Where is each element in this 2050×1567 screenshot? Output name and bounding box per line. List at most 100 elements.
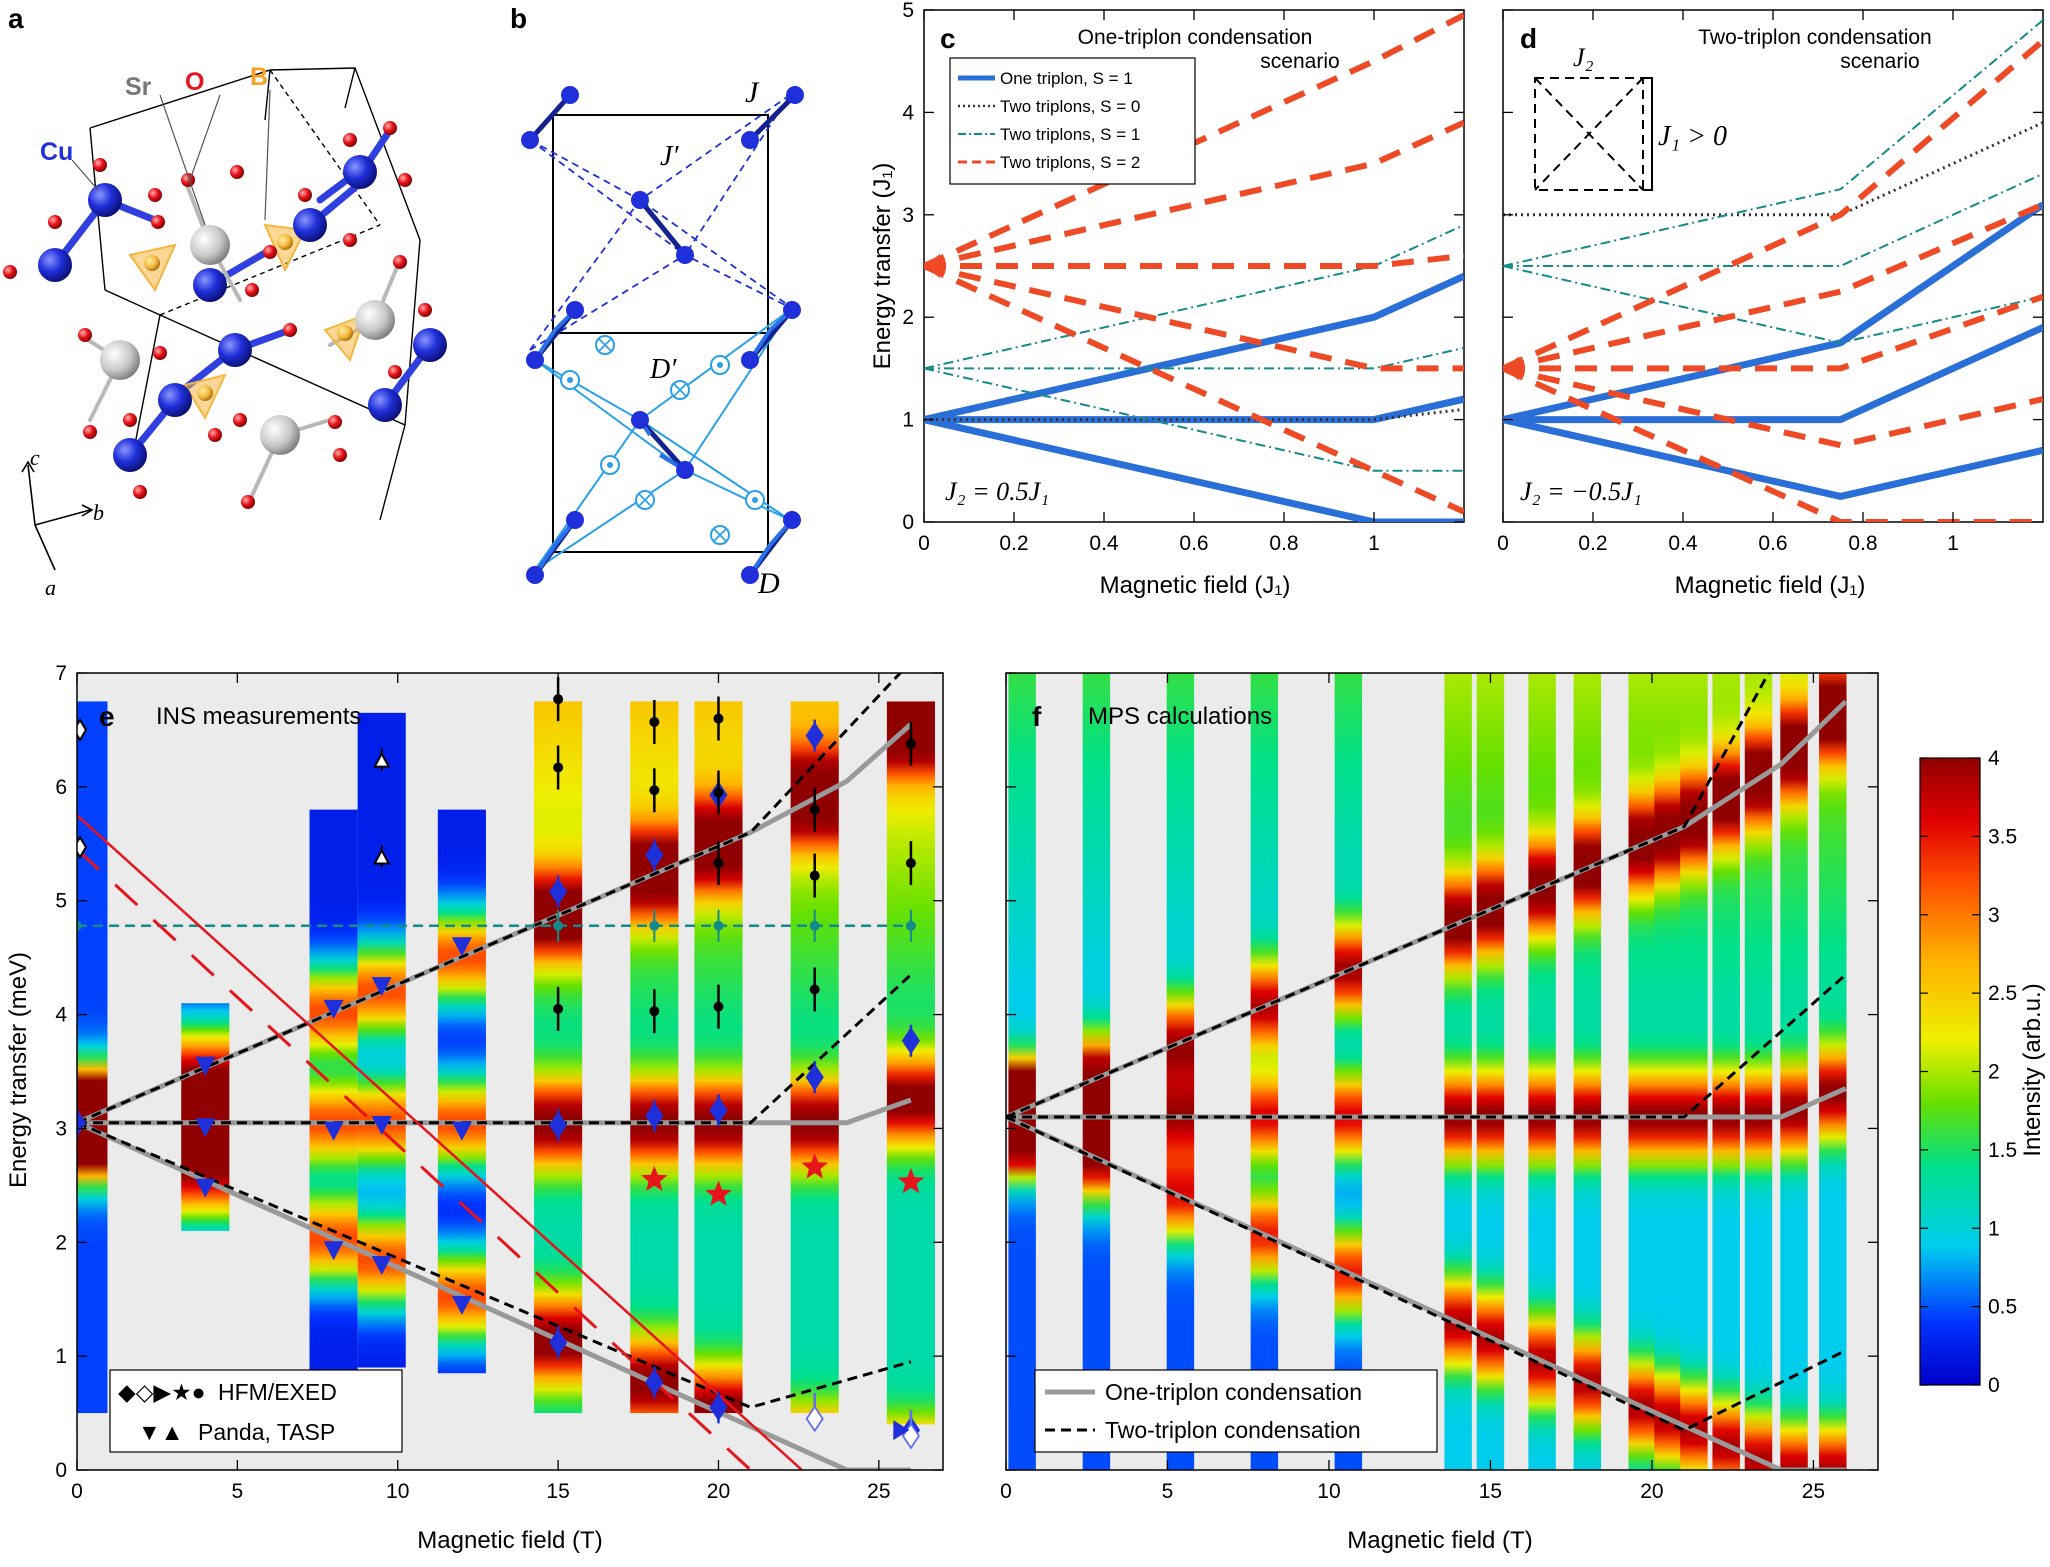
panel-d-series-5 <box>1503 172 2043 267</box>
e-red-star-1 <box>705 1180 732 1206</box>
atom-label-leaders <box>71 89 271 226</box>
e-blue-diamond-6 <box>645 1102 664 1130</box>
e-black-dashed-line-2 <box>77 1121 912 1409</box>
panel-d-title-1: Two-triplon condensation <box>1698 26 1931 49</box>
panel-f-title: MPS calculations <box>1088 703 1272 730</box>
e-teal-dot-2 <box>649 920 660 931</box>
panel-d-inset <box>1534 77 1653 191</box>
panel-c-series-5 <box>924 346 1464 370</box>
panel-d-xtick-label-4: 0.8 <box>1848 532 1877 555</box>
panel-c-series-2 <box>924 416 1464 522</box>
panel-c-ytick-label-1: 1 <box>902 409 914 432</box>
colorbar-tick-label-5: 2.5 <box>1988 982 2017 1005</box>
f-black-dashed-line-0 <box>1006 673 1771 1119</box>
e-ytick-label-4: 4 <box>55 1004 67 1027</box>
f-xtick-label-2: 10 <box>1317 1480 1340 1503</box>
colorbar-tick-label-4: 2 <box>1988 1061 2000 1084</box>
e-black-dot-11 <box>649 1006 660 1017</box>
f-intensity-column-10 <box>1654 673 1682 1470</box>
e-intensity-column-2 <box>309 809 358 1374</box>
e-right-triangle-0 <box>893 1420 910 1441</box>
panel-c-series-0 <box>924 273 1464 424</box>
e-teal-dot-1 <box>553 920 564 931</box>
panel-d-xtick-label-1: 0.2 <box>1578 532 1607 555</box>
panel-f-letter: f <box>1032 701 1042 732</box>
e-open-triangle-1 <box>373 848 391 865</box>
e-down-triangle-7 <box>451 1121 472 1141</box>
f-black-dashed-line-1 <box>1006 973 1847 1119</box>
f-xtick-label-0: 0 <box>1000 1480 1012 1503</box>
panel-d-xtick-label-2: 0.4 <box>1668 532 1698 555</box>
atoms-sr <box>100 225 395 455</box>
e-black-dot-2 <box>713 713 724 724</box>
panel-d-series-4 <box>1503 19 2043 267</box>
colorbar-tick-label-8: 4 <box>1988 747 2000 770</box>
panel-d-series-7 <box>1503 38 2043 372</box>
panel-cd-ylabel: Energy transfer (J₁) <box>869 163 896 370</box>
colorbar-tick-label-1: 0.5 <box>1988 1296 2017 1319</box>
panel-f-xlabel: Magnetic field (T) <box>1347 1527 1532 1554</box>
axis-b-label: b <box>93 500 104 525</box>
f-intensity-column-1 <box>1082 673 1111 1470</box>
e-black-dot-0 <box>553 694 564 705</box>
colorbar-gradient <box>1919 757 1981 1386</box>
legend-f-0: One-triplon condensation <box>1105 1379 1362 1405</box>
panel-c-ytick-label-0: 0 <box>902 511 914 534</box>
panel-d-annotation: J₂ = −0.5J₁ <box>1520 477 1642 506</box>
dp-light-bonds <box>534 309 791 571</box>
panel-d-chart: 0 0.2 0.4 0.6 0.8 1 d Two-triplon condensatio… <box>1497 9 2044 599</box>
inset-j2-label: J₂ <box>1573 43 1594 72</box>
label-sr: Sr <box>125 73 152 101</box>
panel-c-ytick-label-3: 3 <box>902 204 914 227</box>
e-ytick-label-0: 0 <box>55 1459 67 1482</box>
panel-d-xlabel: Magnetic field (J₁) <box>1675 572 1866 599</box>
panel-c-letter: c <box>940 23 956 54</box>
e-intensity-column-6 <box>630 701 679 1414</box>
panel-c-xtick-label-5: 1 <box>1368 532 1380 555</box>
e-gray-line-0 <box>77 722 913 1125</box>
e-down-triangle-3 <box>451 937 472 957</box>
colorbar-tick-label-2: 1 <box>1988 1217 2000 1240</box>
e-black-open-diamond-1 <box>77 835 88 860</box>
label-o: O <box>185 68 204 96</box>
colorbar: 0 0.5 1 1.5 2 2.5 3 3.5 4 Intensity (arb.u.) <box>1919 747 2046 1397</box>
panel-c-xtick-label-1: 0.2 <box>999 532 1028 555</box>
f-intensity-column-15 <box>1819 673 1847 1470</box>
e-blue-diamond-4 <box>805 721 824 750</box>
e-open-diamond-0 <box>805 1405 824 1433</box>
panel-d-series-9 <box>1503 293 2043 372</box>
legend-c-3: Two triplons, S = 2 <box>1000 153 1140 172</box>
panel-c-ytick-label-4: 4 <box>902 101 914 124</box>
e-black-dashed-line-0 <box>77 673 903 1125</box>
e-down-triangle-10 <box>371 1256 392 1276</box>
e-down-triangle-2 <box>371 977 392 997</box>
panel-d-series-8 <box>1503 201 2043 372</box>
panel-a-crystal-structure: a <box>3 3 447 600</box>
panel-d-letter: d <box>1520 23 1537 54</box>
panel-d-series-6 <box>1503 265 2043 344</box>
e-down-triangle-0 <box>195 1056 216 1076</box>
panel-c-annotation: J₂ = 0.5J₁ <box>945 477 1049 506</box>
panel-f-legend: One-triplon condensation Two-triplon con… <box>1034 1369 1438 1453</box>
f-xtick-label-5: 25 <box>1802 1480 1825 1503</box>
label-D: D <box>757 567 780 600</box>
atoms-cu <box>38 155 447 472</box>
panel-c-xlabel: Magnetic field (J₁) <box>1100 572 1291 599</box>
colorbar-tick-label-7: 3.5 <box>1988 825 2017 848</box>
e-intensity-column-9 <box>886 701 935 1425</box>
panel-c-ytick-label-2: 2 <box>902 306 914 329</box>
panel-b-letter: b <box>510 3 527 34</box>
f-intensity-column-8 <box>1573 673 1602 1470</box>
e-black-dot-13 <box>809 984 820 995</box>
label-Dprime: D′ <box>649 354 677 385</box>
label-cu: Cu <box>40 138 73 166</box>
panel-d-series-10 <box>1503 365 2043 449</box>
e-ytick-label-1: 1 <box>55 1345 67 1368</box>
panel-c-series-6 <box>924 367 1464 472</box>
panel-e-title: INS measurements <box>156 703 361 730</box>
axis-a-label: a <box>45 575 56 600</box>
e-red-star-2 <box>801 1153 828 1179</box>
legend-f-1: Two-triplon condensation <box>1105 1417 1361 1443</box>
panel-c-xtick-label-3: 0.6 <box>1179 532 1208 555</box>
